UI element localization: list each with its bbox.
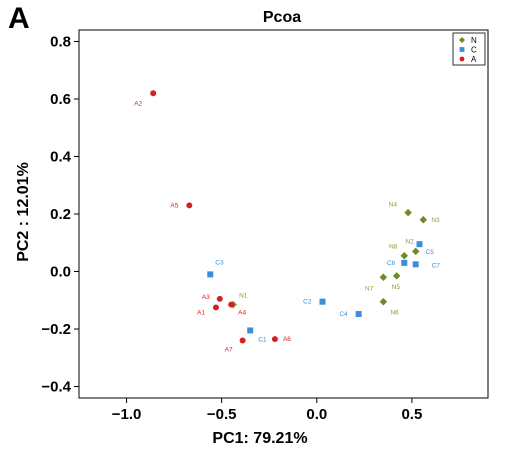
legend-label-n: N bbox=[471, 36, 477, 45]
point-n4 bbox=[404, 208, 412, 217]
point-n6 bbox=[379, 297, 388, 306]
point-c7 bbox=[412, 261, 419, 268]
point-label-n5: N5 bbox=[392, 284, 401, 291]
point-c5 bbox=[416, 241, 423, 248]
point-c1 bbox=[247, 327, 254, 334]
point-label-n4: N4 bbox=[389, 202, 398, 209]
point-n7 bbox=[379, 273, 388, 281]
point-a2 bbox=[150, 90, 157, 97]
point-label-c6: C6 bbox=[387, 260, 396, 267]
point-label-a7: A7 bbox=[225, 347, 233, 354]
point-label-c1: C1 bbox=[258, 336, 267, 343]
point-label-n1: N1 bbox=[239, 293, 248, 300]
point-label-a6: A6 bbox=[283, 336, 291, 343]
point-n8 bbox=[400, 251, 409, 260]
point-n2 bbox=[411, 247, 420, 256]
point-label-n3: N3 bbox=[431, 217, 440, 224]
point-label-a1: A1 bbox=[197, 309, 205, 316]
y-tick-label: 0.6 bbox=[50, 91, 71, 108]
x-tick-label: 0.0 bbox=[306, 406, 327, 423]
y-tick-label: 0.2 bbox=[50, 206, 71, 223]
chart-title: Pcoa bbox=[263, 9, 301, 26]
point-label-n7: N7 bbox=[365, 285, 374, 292]
legend-marker-n bbox=[459, 37, 465, 43]
point-label-a4: A4 bbox=[238, 310, 246, 317]
y-tick-label: −0.2 bbox=[41, 321, 71, 338]
legend-label-c: C bbox=[471, 46, 477, 55]
point-label-c5: C5 bbox=[426, 249, 435, 256]
x-tick-label: −1.0 bbox=[112, 406, 142, 423]
point-a6 bbox=[271, 336, 278, 343]
point-label-a5: A5 bbox=[170, 202, 178, 209]
y-tick-label: 0.4 bbox=[50, 149, 72, 166]
point-a1 bbox=[212, 304, 219, 311]
point-label-a2: A2 bbox=[134, 100, 142, 107]
data-points: N1 N2 N3 N4 N5 N6 N7 N8 C1 C2 C3 C4 C5 C6 C7 A1 A2 A3 A4 A5… bbox=[134, 90, 441, 354]
legend-box bbox=[452, 32, 486, 66]
point-c6 bbox=[401, 259, 408, 266]
point-label-c7: C7 bbox=[432, 262, 441, 269]
point-c4 bbox=[355, 311, 362, 318]
point-a4 bbox=[228, 301, 235, 308]
point-a7 bbox=[239, 337, 246, 344]
point-label-n6: N6 bbox=[390, 310, 399, 317]
legend-label-a: A bbox=[471, 55, 477, 64]
x-tick-label: 0.5 bbox=[401, 406, 422, 423]
point-a3 bbox=[216, 295, 223, 302]
point-label-a3: A3 bbox=[202, 294, 210, 301]
legend-marker-a bbox=[459, 56, 465, 62]
legend-marker-c bbox=[459, 47, 465, 52]
y-tick-label: 0.8 bbox=[50, 34, 71, 51]
point-a5 bbox=[186, 202, 193, 209]
panel-letter: A bbox=[8, 2, 30, 35]
point-label-n8: N8 bbox=[389, 244, 398, 251]
point-label-c3: C3 bbox=[215, 259, 224, 266]
y-axis-title: PC2 : 12.01% bbox=[15, 162, 32, 262]
point-n3 bbox=[419, 216, 428, 224]
x-axis-title: PC1: 79.21% bbox=[212, 430, 307, 447]
point-label-n2: N2 bbox=[405, 238, 414, 245]
point-n5 bbox=[392, 272, 401, 280]
x-tick-label: −0.5 bbox=[207, 406, 237, 423]
point-c2 bbox=[319, 298, 326, 305]
point-label-c4: C4 bbox=[339, 311, 348, 318]
axis-ticks: −1.0 −0.5 0.0 0.5 −0.4 −0.2 0.0 0.2 0.4 0.6 0.8 bbox=[41, 34, 422, 424]
point-c3 bbox=[207, 271, 214, 278]
y-tick-label: −0.4 bbox=[41, 379, 71, 396]
point-label-c2: C2 bbox=[303, 299, 312, 306]
legend: NCA bbox=[452, 32, 486, 66]
y-tick-label: 0.0 bbox=[50, 264, 71, 281]
